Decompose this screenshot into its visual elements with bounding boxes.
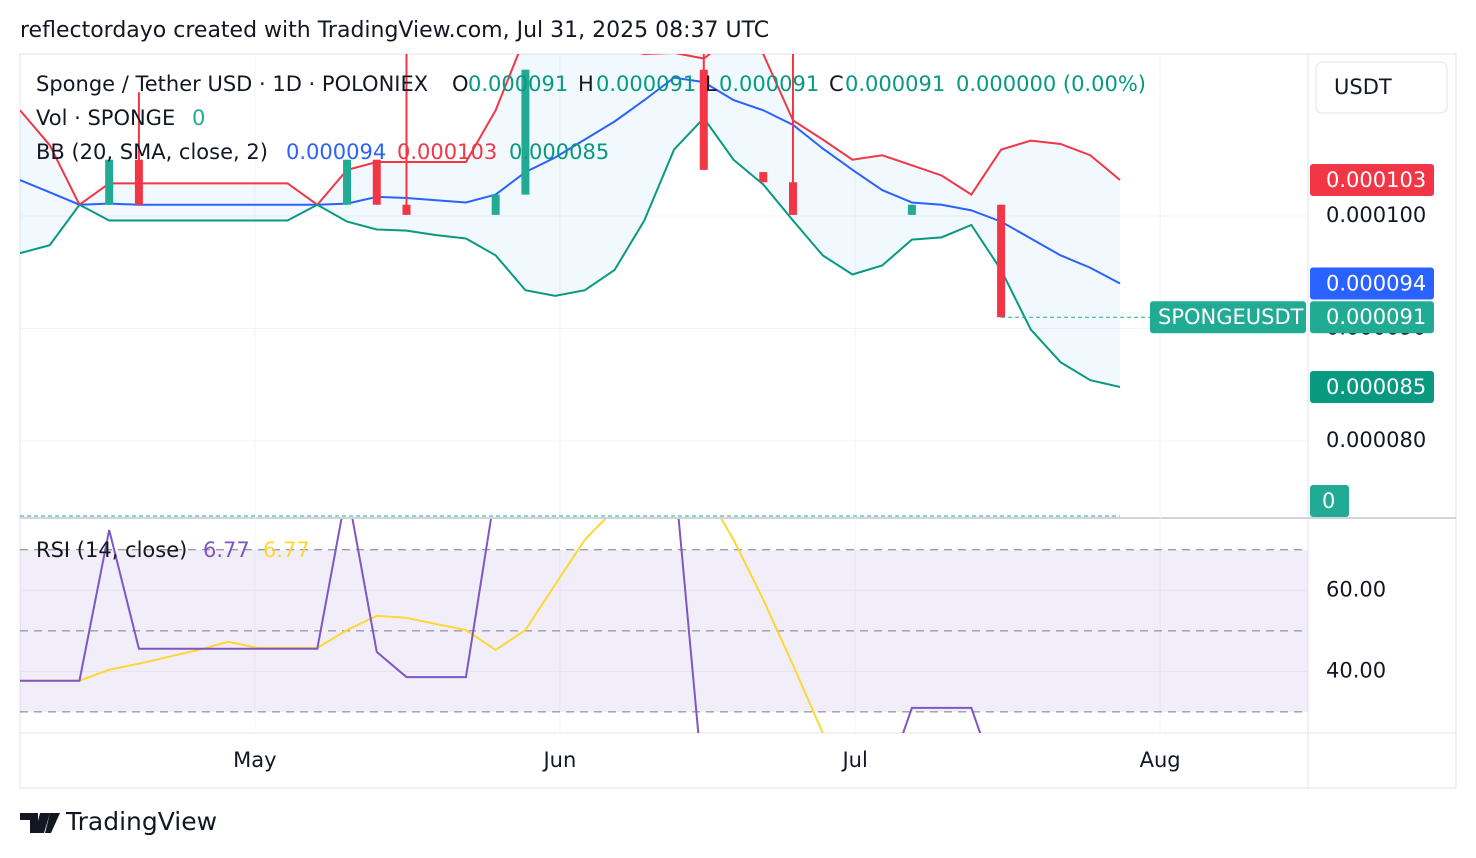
frame [19, 53, 1457, 789]
candle-body [134, 159, 143, 205]
header: reflectordayo created with TradingView.c… [20, 18, 769, 43]
currency: USDT [1334, 75, 1392, 99]
candle-body [699, 69, 708, 170]
currency-button[interactable] [1315, 61, 1448, 114]
candle-body [759, 172, 768, 183]
rsi-value: 6.77 [203, 538, 250, 562]
band-fill [20, 54, 1121, 387]
volume-badge [1310, 485, 1349, 517]
candle-body [788, 182, 797, 215]
candle-body [372, 159, 381, 205]
y-tick-label: 0.000080 [1326, 428, 1426, 452]
symbol-title: Sponge / Tether USD · 1D · POLONIEX [36, 72, 428, 96]
bb-line [20, 54, 1121, 207]
price-badge [1310, 370, 1434, 403]
ohlc-name: L [705, 72, 717, 96]
ohlc-value: 0.000091 [845, 72, 945, 96]
ohlc-name: O [452, 72, 469, 96]
bb-legend: BB (20, SMA, close, 2) [36, 140, 268, 164]
candle-body [491, 194, 500, 215]
price-badge-label: 0.000103 [1326, 168, 1426, 192]
ohlc-name: H [578, 72, 594, 96]
bb-basis-value: 0.000094 [286, 140, 386, 164]
ohlc-name: C [829, 72, 844, 96]
rsi-line [20, 519, 982, 733]
volume-badge-label: 0 [1322, 489, 1335, 513]
logo [20, 813, 60, 833]
bb-lower-value: 0.000085 [509, 140, 609, 164]
rsi-ma-value: 6.77 [263, 538, 310, 562]
y-tick-label: 0.000100 [1326, 203, 1426, 227]
ohlc-value: 0.000091 [719, 72, 819, 96]
candle-body [343, 159, 352, 205]
symbol-badge-label: SPONGEUSDT [1158, 305, 1304, 329]
bb-line [20, 116, 1121, 388]
candle-body [997, 204, 1006, 318]
bb-upper-value: 0.000103 [397, 140, 497, 164]
x-tick-label: Jul [840, 748, 867, 772]
price-badge [1310, 267, 1434, 300]
change: 0.000000 (0.00%) [956, 72, 1146, 96]
x-tick-label: Jun [541, 748, 576, 772]
bb-line [20, 76, 1121, 285]
price-badge-label: 0.000091 [1326, 305, 1426, 329]
volume-value: 0 [192, 106, 205, 130]
x-tick-label: Aug [1140, 748, 1181, 772]
price-badge [1310, 301, 1434, 334]
ohlc-value: 0.000091 [596, 72, 696, 96]
price-badge [1310, 163, 1434, 196]
candle-body [105, 159, 114, 205]
ohlc-value: 0.000091 [468, 72, 568, 96]
candle-body [402, 204, 411, 215]
price-badge-label: 0.000094 [1326, 271, 1426, 295]
candle-body [521, 69, 530, 195]
x-tick-label: May [233, 748, 276, 772]
rsi-legend: RSI (14, close) [36, 538, 187, 562]
price-badge-label: 0.000085 [1326, 375, 1426, 399]
y-tick-label: 40.00 [1326, 658, 1386, 682]
footer: TradingView [65, 807, 217, 836]
symbol-badge [1150, 301, 1306, 334]
y-tick-label: 60.00 [1326, 577, 1386, 601]
candle-body [907, 204, 916, 215]
volume-legend: Vol · SPONGE [36, 106, 175, 130]
